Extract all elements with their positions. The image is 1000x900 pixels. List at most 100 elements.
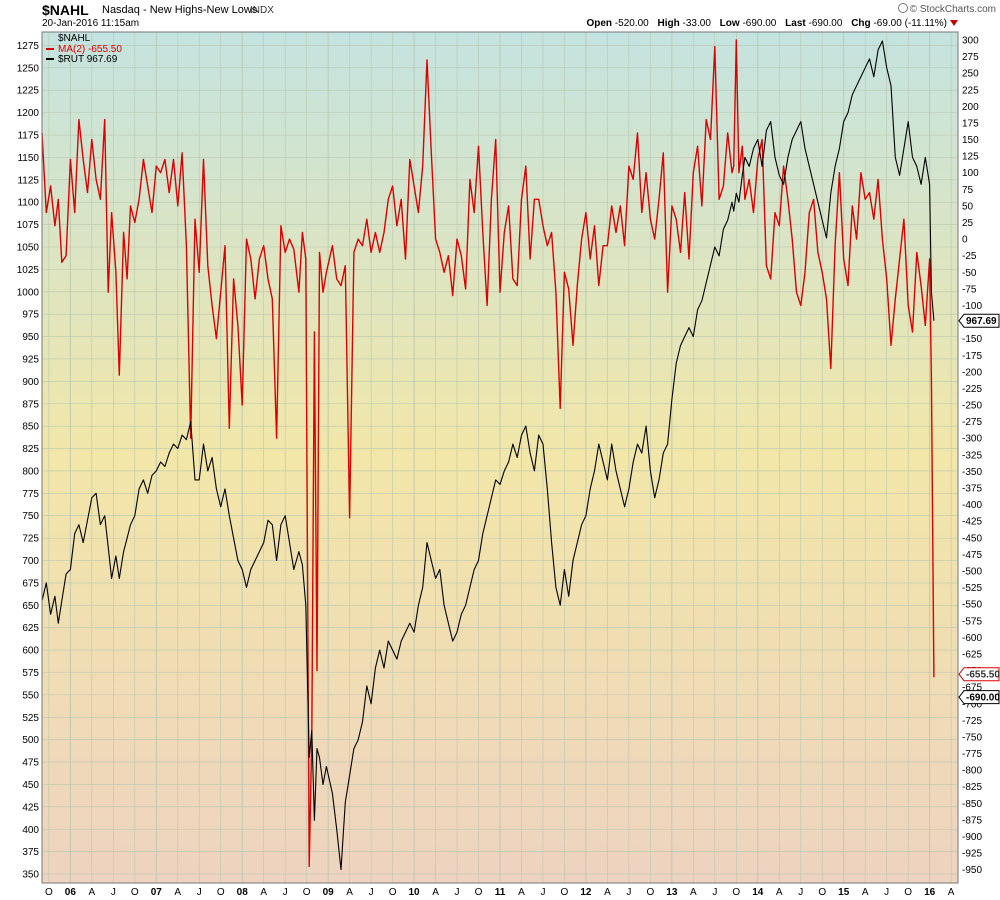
- symbol-title: $NAHL: [42, 2, 89, 18]
- left-tick-label: 1200: [17, 108, 40, 119]
- right-tick-label: -875: [962, 815, 982, 826]
- series-line-1: [41, 40, 935, 871]
- legend-ma: MA(2) -655.50: [58, 44, 122, 55]
- x-tick-label: A: [346, 887, 353, 898]
- x-tick-label: J: [111, 887, 116, 898]
- right-tick-label: 25: [962, 218, 974, 229]
- x-tick-label: A: [862, 887, 869, 898]
- x-tick-label: 11: [495, 887, 506, 898]
- right-tick-label: -500: [962, 567, 982, 578]
- right-tick-label: -250: [962, 401, 982, 412]
- exchange-label: INDX: [250, 5, 274, 16]
- right-tick-label: -775: [962, 749, 982, 760]
- right-tick-label: -175: [962, 351, 982, 362]
- stockcharts-credit[interactable]: © StockCharts.com: [897, 3, 996, 15]
- x-tick-label: A: [89, 887, 96, 898]
- x-tick-label: 07: [151, 887, 163, 898]
- x-tick-label: 16: [924, 887, 936, 898]
- left-tick-label: 400: [22, 825, 39, 836]
- right-tick-label: 100: [962, 168, 979, 179]
- ohlc-summary: Open -520.00 High -33.00 Low -690.00 Las…: [580, 18, 958, 29]
- right-tick-label: -150: [962, 334, 982, 345]
- right-tick-label: -725: [962, 716, 982, 727]
- x-tick-label: O: [904, 887, 912, 898]
- left-tick-label: 1275: [17, 41, 40, 52]
- left-tick-label: 1175: [17, 131, 39, 142]
- left-tick-label: 925: [22, 354, 39, 365]
- x-tick-label: J: [626, 887, 631, 898]
- left-tick-label: 800: [22, 466, 39, 477]
- right-tick-label: -350: [962, 467, 982, 478]
- last-value: -690.00: [808, 18, 843, 29]
- right-tick-label: 0: [962, 235, 968, 246]
- right-tick-label: -850: [962, 799, 982, 810]
- x-tick-label: J: [884, 887, 889, 898]
- right-tick-label: -75: [962, 284, 977, 295]
- left-tick-label: 475: [22, 758, 39, 769]
- left-tick-label: 1075: [17, 220, 40, 231]
- left-tick-label: 1050: [17, 242, 40, 253]
- right-tick-label: 125: [962, 152, 979, 163]
- x-tick-label: O: [217, 887, 225, 898]
- x-tick-label: A: [260, 887, 267, 898]
- left-tick-label: 1225: [17, 86, 40, 97]
- nahl-last-tag-box: [958, 690, 1000, 705]
- left-tick-label: 500: [22, 735, 39, 746]
- left-tick-label: 425: [22, 802, 39, 813]
- x-tick-label: J: [455, 887, 460, 898]
- right-tick-label: -700: [962, 699, 982, 710]
- x-tick-label: O: [732, 887, 740, 898]
- x-tick-label: O: [45, 887, 53, 898]
- right-tick-label: -400: [962, 500, 982, 511]
- x-tick-label: 06: [65, 887, 77, 898]
- x-tick-label: O: [475, 887, 483, 898]
- symbol-description: Nasdaq - New Highs-New Lows: [102, 4, 258, 16]
- left-tick-label: 1250: [17, 63, 40, 74]
- right-tick-label: -825: [962, 782, 982, 793]
- datetime-label: 20-Jan-2016 11:15am: [42, 18, 140, 29]
- left-tick-label: 450: [22, 780, 39, 791]
- left-tick-label: 850: [22, 422, 39, 433]
- right-tick-label: -550: [962, 600, 982, 611]
- x-tick-label: A: [432, 887, 439, 898]
- right-tick-label: -450: [962, 533, 982, 544]
- x-tick-label: 08: [237, 887, 249, 898]
- legend-symbol: $NAHL: [58, 33, 91, 44]
- left-tick-label: 675: [22, 578, 39, 589]
- x-tick-label: O: [818, 887, 826, 898]
- chg-value: -69.00 (-11.11%): [873, 18, 947, 29]
- right-tick-label: -100: [962, 301, 982, 312]
- right-tick-label: 300: [962, 35, 979, 46]
- nahl-last-tag: -690.00: [966, 693, 1000, 704]
- right-axis-ticks: 3002752502252001751501251007550250-25-50…: [962, 35, 982, 876]
- open-value: -520.00: [614, 18, 649, 29]
- ma-last-tag: -655.50: [966, 670, 1000, 681]
- down-arrow-icon: [950, 20, 958, 26]
- left-tick-label: 750: [22, 511, 39, 522]
- x-tick-label: A: [604, 887, 611, 898]
- left-tick-label: 1150: [17, 153, 39, 164]
- left-tick-label: 625: [22, 623, 39, 634]
- x-tick-label: 09: [323, 887, 335, 898]
- left-tick-label: 375: [22, 847, 39, 858]
- x-axis-ticks: O 06 A J O 07 A J O 08 A J O 09 A J O 10 A J O 11 A J O 12 A J O 13 A J…: [45, 887, 955, 898]
- right-tick-label: -325: [962, 450, 982, 461]
- rut-last-tag-box: [958, 313, 1000, 328]
- low-label: Low: [719, 18, 740, 29]
- left-tick-label: 700: [22, 556, 39, 567]
- x-tick-label: J: [798, 887, 803, 898]
- right-tick-label: 175: [962, 118, 979, 129]
- high-label: High: [657, 18, 680, 29]
- ma-last-tag-box: [958, 667, 1000, 682]
- left-tick-label: 975: [22, 310, 39, 321]
- left-tick-label: 900: [22, 377, 39, 388]
- x-tick-label: A: [518, 887, 525, 898]
- right-tick-label: -625: [962, 649, 982, 660]
- x-tick-label: 14: [752, 887, 764, 898]
- right-tick-label: -225: [962, 384, 982, 395]
- price-tags: 967.69 -655.50 -690.00: [958, 313, 1000, 705]
- legend-rut: $RUT 967.69: [58, 54, 118, 65]
- low-value: -690.00: [742, 18, 777, 29]
- chart-legend: $NAHL MA(2) -655.50 $RUT 967.69: [46, 33, 122, 65]
